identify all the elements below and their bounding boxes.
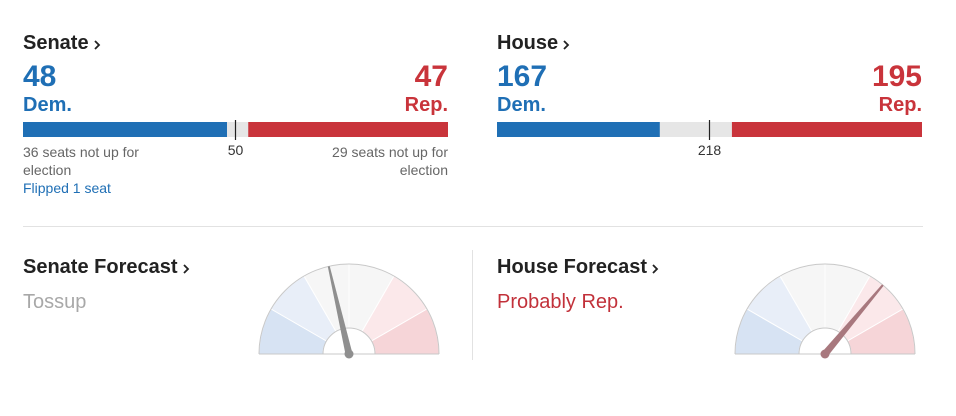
- forecast-rating: Tossup: [23, 291, 87, 313]
- dem-label: Dem.: [23, 94, 72, 116]
- chevron: [94, 40, 101, 50]
- gauge-needle: [822, 284, 884, 357]
- gauge-needle: [327, 266, 353, 355]
- race-title[interactable]: Senate: [23, 32, 89, 54]
- dem-seats: 48: [23, 60, 57, 93]
- needle-pivot: [820, 349, 830, 359]
- dem-note: 36 seats not up for election: [23, 144, 139, 178]
- dem-label: Dem.: [497, 94, 546, 116]
- rep-bar: [248, 122, 448, 137]
- rep-seats: 195: [871, 60, 922, 93]
- gauge-outline: [734, 263, 916, 355]
- forecast-rating: Probably Rep.: [497, 291, 624, 313]
- chevron: [652, 264, 659, 274]
- forecast-title[interactable]: House Forecast: [497, 256, 648, 278]
- chevron: [563, 40, 570, 50]
- majority-label: 218: [697, 142, 722, 158]
- rep-seats: 47: [414, 60, 448, 93]
- dem-bar: [497, 122, 660, 137]
- gauge-outline: [258, 263, 440, 355]
- needle-pivot: [344, 349, 354, 359]
- rep-note: 29 seats not up for election: [332, 144, 448, 178]
- rep-label: Rep.: [878, 94, 922, 116]
- dem-bar: [23, 122, 227, 137]
- chevron: [183, 264, 190, 274]
- rep-label: Rep.: [404, 94, 448, 116]
- majority-label: 50: [227, 142, 244, 158]
- flipped-note: Flipped 1 seat: [23, 180, 111, 196]
- race-title[interactable]: House: [497, 32, 559, 54]
- rep-bar: [731, 122, 922, 137]
- forecast-title[interactable]: Senate Forecast: [23, 256, 178, 278]
- dem-seats: 167: [497, 60, 548, 93]
